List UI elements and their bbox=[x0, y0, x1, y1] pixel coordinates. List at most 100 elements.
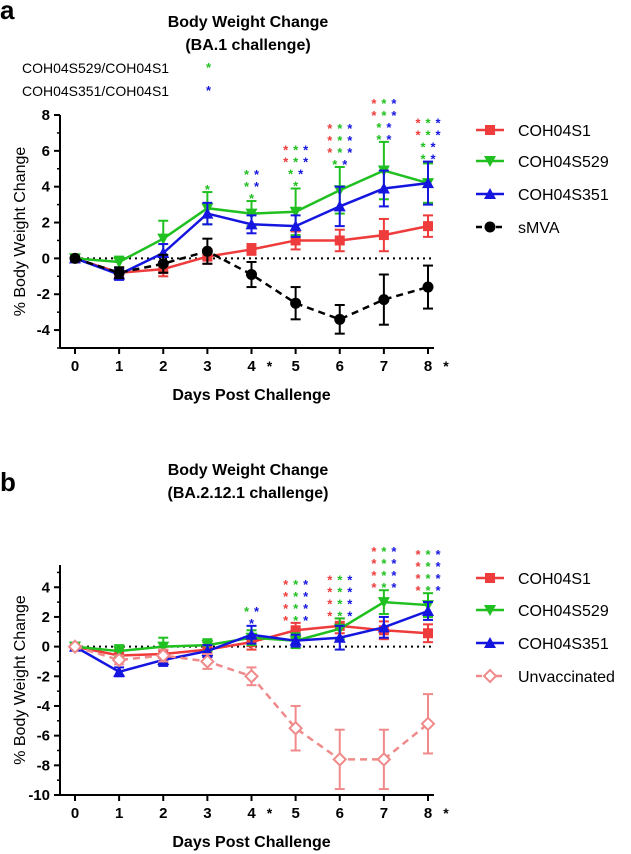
significance-star: * bbox=[244, 179, 250, 194]
x-tick-label: 8 bbox=[424, 358, 432, 375]
significance-star: * bbox=[303, 154, 309, 169]
x-significance-star: * bbox=[443, 805, 449, 821]
significance-star: * bbox=[327, 121, 333, 136]
significance-star: * bbox=[381, 544, 387, 559]
data-point bbox=[423, 221, 433, 232]
legend-marker bbox=[484, 637, 496, 648]
significance-star: * bbox=[430, 140, 436, 155]
x-significance-star: * bbox=[267, 358, 273, 374]
panel-a: a Body Weight Change (BA.1 challenge) COH04… bbox=[0, 0, 609, 404]
data-point bbox=[113, 256, 126, 268]
y-tick-label: 2 bbox=[42, 215, 50, 232]
data-point bbox=[157, 233, 170, 245]
legend-item: COH04S529 bbox=[476, 603, 609, 620]
significance-star: * bbox=[249, 191, 255, 206]
data-point bbox=[377, 182, 390, 194]
significance-star: * bbox=[386, 120, 392, 135]
significance-star: * bbox=[293, 154, 299, 169]
significance-star: * bbox=[337, 133, 343, 148]
significance-star: * bbox=[347, 596, 353, 611]
significance-star: * bbox=[376, 132, 382, 147]
series-COH04S351 bbox=[69, 160, 434, 281]
y-tick-label: 6 bbox=[42, 143, 50, 160]
significance-star: * bbox=[347, 608, 353, 623]
significance-star: * bbox=[283, 142, 289, 157]
legend-label: COH04S351 bbox=[518, 636, 609, 653]
significance-star: * bbox=[391, 580, 397, 595]
significance-star: * bbox=[337, 596, 343, 611]
significance-star: * bbox=[337, 584, 343, 599]
data-point bbox=[157, 258, 169, 270]
significance-star: * bbox=[420, 140, 426, 155]
y-tick-label: -2 bbox=[37, 668, 50, 685]
x-tick-label: 2 bbox=[159, 358, 167, 375]
data-point bbox=[334, 313, 346, 325]
significance-star: * bbox=[391, 108, 397, 123]
significance-star: * bbox=[327, 584, 333, 599]
series-Unvaccinated bbox=[67, 639, 436, 791]
significance-star: * bbox=[371, 108, 377, 123]
significance-star: * bbox=[303, 577, 309, 592]
comparison-note-star: * bbox=[206, 83, 212, 98]
significance-star: * bbox=[327, 608, 333, 623]
significance-star: * bbox=[283, 601, 289, 616]
y-tick-label: 8 bbox=[42, 107, 50, 124]
significance-star: * bbox=[435, 128, 441, 143]
legend-label: COH04S529 bbox=[518, 154, 609, 171]
significance-star: * bbox=[283, 613, 289, 628]
legend-item: COH04S351 bbox=[476, 636, 609, 653]
data-point bbox=[245, 208, 258, 220]
data-point bbox=[289, 206, 302, 218]
y-tick-label: -2 bbox=[37, 286, 50, 303]
significance-star: * bbox=[288, 166, 294, 181]
x-tick-label: 4 bbox=[247, 358, 256, 375]
legend-label: sMVA bbox=[518, 220, 560, 237]
significance-star: * bbox=[415, 547, 421, 562]
data-point bbox=[422, 281, 434, 293]
data-point bbox=[377, 621, 390, 633]
significance-star: * bbox=[435, 116, 441, 131]
significance-star: * bbox=[391, 544, 397, 559]
y-tick-label: -8 bbox=[37, 757, 50, 774]
significance-star: * bbox=[415, 116, 421, 131]
significance-star: * bbox=[327, 572, 333, 587]
legend-marker bbox=[485, 125, 495, 135]
panel-b: b Body Weight Change (BA.2.12.1 challenge)… bbox=[0, 462, 615, 851]
significance-star: * bbox=[435, 571, 441, 586]
significance-star: * bbox=[293, 178, 299, 193]
x-tick-label: 3 bbox=[203, 358, 211, 375]
significance-star: * bbox=[381, 96, 387, 111]
significance-star: * bbox=[425, 559, 431, 574]
legend-item: COH04S529 bbox=[476, 154, 609, 171]
y-tick-label: -4 bbox=[37, 322, 51, 339]
data-point bbox=[201, 245, 213, 257]
significance-star: * bbox=[337, 145, 343, 160]
significance-star: * bbox=[254, 167, 260, 182]
data-point bbox=[422, 177, 434, 189]
significance-star: * bbox=[391, 568, 397, 583]
data-point bbox=[288, 720, 304, 736]
significance-star: * bbox=[371, 556, 377, 571]
chart-title: Body Weight Change bbox=[168, 462, 329, 479]
y-tick-label: 4 bbox=[42, 179, 51, 196]
comparison-note-star: * bbox=[206, 60, 212, 75]
x-tick-label: 5 bbox=[291, 805, 299, 822]
significance-star: * bbox=[337, 608, 343, 623]
significance-star: * bbox=[347, 572, 353, 587]
comparison-note: COH04S351/COH04S1 bbox=[22, 83, 169, 99]
significance-star: * bbox=[371, 580, 377, 595]
y-tick-label: -6 bbox=[37, 728, 50, 745]
data-point bbox=[199, 654, 215, 669]
significance-star: * bbox=[371, 568, 377, 583]
x-tick-label: 0 bbox=[71, 805, 79, 822]
legend-item: Unvaccinated bbox=[476, 668, 615, 686]
series-sMVA bbox=[69, 237, 434, 335]
significance-star: * bbox=[283, 577, 289, 592]
data-point bbox=[155, 648, 171, 663]
significance-star: * bbox=[371, 544, 377, 559]
data-point bbox=[113, 267, 125, 279]
significance-star: * bbox=[293, 577, 299, 592]
legend-item: COH04S1 bbox=[476, 571, 591, 588]
significance-star: * bbox=[347, 121, 353, 136]
significance-star: * bbox=[425, 116, 431, 131]
